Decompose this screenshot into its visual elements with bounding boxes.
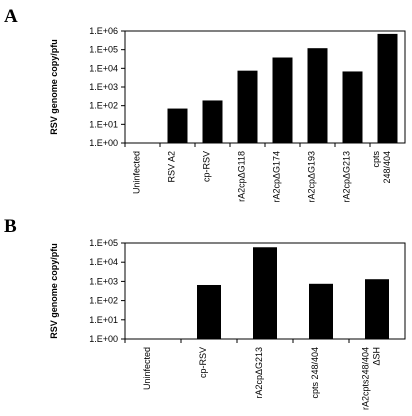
x-tick-label: Uninfected	[142, 347, 152, 390]
chart-a: 1.E+00 1.E+01 1.E+02 1.E+03 1.E+04 1.E+05 1.E+…	[49, 26, 406, 203]
y-tick-label: 1.E+01	[89, 119, 118, 129]
panel-letter-b: B	[4, 216, 17, 237]
x-tick-label: Uninfected	[132, 151, 142, 194]
chart-b: 1.E+00 1.E+01 1.E+02 1.E+03 1.E+04 1.E+05 RSV …	[49, 238, 406, 410]
bar	[167, 108, 188, 143]
x-tick-label: 248/404	[382, 151, 392, 184]
bar	[253, 247, 277, 339]
x-tick-label: rA2cpΔG213	[254, 347, 264, 399]
y-tick-label: 1.E+06	[89, 26, 118, 36]
y-tick-label: 1.E+01	[89, 315, 118, 325]
bar	[237, 70, 258, 143]
bar	[365, 279, 389, 339]
y-tick-label: 1.E+02	[89, 296, 118, 306]
y-tick-label: 1.E+03	[89, 276, 118, 286]
bar	[307, 48, 328, 144]
x-tick-label: ΔSH	[372, 347, 382, 366]
bar	[272, 57, 293, 143]
bar	[309, 283, 333, 339]
x-tick-label: cpts	[371, 151, 381, 168]
bar	[377, 33, 398, 143]
y-tick-label: 1.E+05	[89, 45, 118, 55]
bar	[197, 284, 221, 339]
x-tick-label: rA2cpΔG193	[307, 151, 317, 203]
y-tick-label: 1.E+04	[89, 63, 118, 73]
x-tick-label: RSV A2	[167, 151, 177, 183]
y-tick-label: 1.E+00	[89, 334, 118, 344]
y-tick-label: 1.E+04	[89, 257, 118, 267]
plot-frame	[124, 30, 406, 144]
y-axis-label: RSV genome copy/pfu	[49, 39, 59, 135]
x-tick-label: rA2cpΔG118	[237, 151, 247, 202]
x-tick-label: cp-RSV	[202, 151, 212, 182]
y-tick-label: 1.E+03	[89, 82, 118, 92]
bar	[202, 100, 223, 143]
x-tick-label: rA2cpts248/404	[361, 347, 371, 410]
x-tick-label: rA2cpΔG213	[342, 151, 352, 203]
panel-letter-a: A	[4, 6, 18, 27]
y-tick-label: 1.E+05	[89, 238, 118, 248]
y-axis-label: RSV genome copy/pfu	[49, 243, 59, 339]
x-tick-label: cp-RSV	[198, 347, 208, 378]
x-tick-label: rA2cpΔG174	[272, 151, 282, 203]
bar	[342, 71, 363, 143]
y-tick-label: 1.E+00	[89, 138, 118, 148]
y-tick-label: 1.E+02	[89, 101, 118, 111]
x-tick-label: cpts 248/404	[310, 347, 320, 399]
